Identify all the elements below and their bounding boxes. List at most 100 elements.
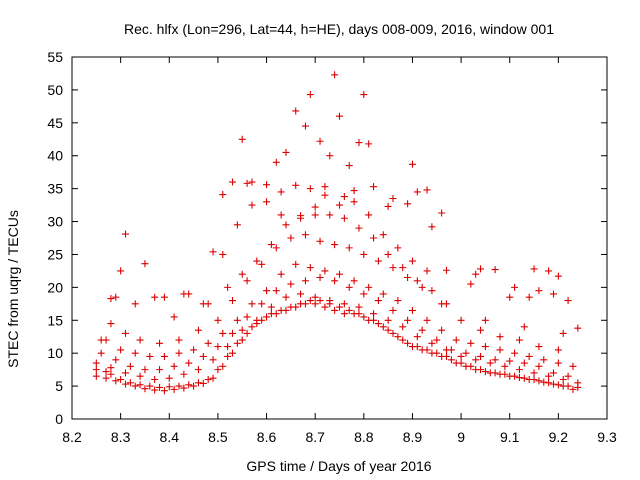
data-point [165, 374, 173, 382]
data-point [229, 178, 236, 186]
data-point [292, 260, 300, 268]
data-point [292, 181, 300, 189]
data-point [530, 265, 538, 273]
data-point [340, 300, 348, 308]
data-point [253, 257, 261, 265]
data-point [122, 329, 129, 337]
data-point [248, 300, 256, 308]
data-point [564, 372, 572, 380]
x-tick-label: 8.8 [354, 429, 374, 445]
data-point [433, 336, 441, 344]
data-point [472, 356, 480, 364]
data-point [447, 346, 455, 354]
data-point [97, 349, 105, 357]
data-point [282, 293, 290, 301]
data-point [267, 310, 275, 318]
data-point [394, 333, 402, 341]
data-point [151, 293, 159, 301]
data-point [263, 181, 271, 189]
data-point [219, 329, 227, 337]
data-point [574, 379, 582, 387]
data-point [477, 326, 485, 334]
data-point [457, 316, 465, 324]
data-point [384, 316, 392, 324]
data-point [379, 231, 387, 239]
data-point [540, 356, 548, 364]
data-point [136, 381, 144, 389]
data-point [277, 306, 285, 314]
data-point [209, 374, 217, 382]
data-point [443, 266, 450, 274]
y-tick-label: 20 [47, 279, 63, 295]
data-point [545, 379, 553, 387]
data-point [92, 366, 100, 374]
data-point [467, 339, 475, 347]
data-point [423, 316, 431, 324]
data-point [350, 187, 358, 195]
data-point [233, 316, 241, 324]
data-point [394, 244, 402, 252]
data-point [219, 362, 227, 370]
data-point [160, 352, 168, 360]
data-point [331, 306, 339, 314]
data-point [175, 382, 183, 390]
data-point [277, 211, 285, 219]
data-point [156, 366, 164, 374]
data-point [199, 300, 207, 308]
data-point [297, 300, 305, 308]
data-point [350, 198, 358, 206]
data-point [263, 287, 271, 295]
data-point [117, 346, 125, 354]
data-point [194, 326, 202, 334]
x-tick-label: 9 [457, 429, 465, 445]
data-point [117, 267, 125, 275]
data-point [165, 383, 173, 391]
data-point [267, 241, 275, 249]
data-point [365, 211, 373, 219]
data-point [131, 349, 139, 357]
data-point [204, 339, 212, 347]
data-point [238, 336, 246, 344]
data-point [501, 370, 509, 378]
data-point [151, 376, 159, 384]
data-point [404, 273, 412, 281]
data-point [423, 186, 431, 194]
data-point [554, 272, 562, 280]
data-point [141, 366, 149, 374]
data-point [511, 372, 519, 380]
data-point [229, 349, 236, 357]
data-point [345, 306, 353, 314]
data-point [204, 376, 212, 384]
data-point [316, 137, 324, 145]
data-point [452, 336, 460, 344]
data-point [365, 140, 373, 148]
data-point [355, 310, 363, 318]
data-point [311, 300, 319, 308]
data-point [301, 122, 309, 130]
data-point [550, 380, 557, 388]
data-point [170, 313, 178, 321]
data-point [287, 234, 295, 242]
data-point [194, 366, 202, 374]
data-point [559, 376, 567, 384]
y-tick-label: 10 [47, 345, 63, 361]
data-point [520, 374, 528, 382]
data-point [326, 297, 334, 305]
data-point [311, 211, 319, 219]
y-tick-label: 25 [47, 246, 63, 262]
x-tick-label: 8.3 [111, 429, 131, 445]
data-point [515, 374, 523, 382]
data-point [428, 223, 436, 231]
data-point [272, 158, 280, 166]
data-point [511, 349, 519, 357]
data-point [374, 257, 382, 265]
data-point [554, 381, 562, 389]
data-point [389, 329, 397, 337]
data-point [355, 303, 363, 311]
data-point [525, 293, 533, 301]
y-tick-label: 50 [47, 82, 63, 98]
data-point [340, 214, 348, 222]
data-point [481, 368, 489, 376]
data-point [122, 230, 129, 238]
